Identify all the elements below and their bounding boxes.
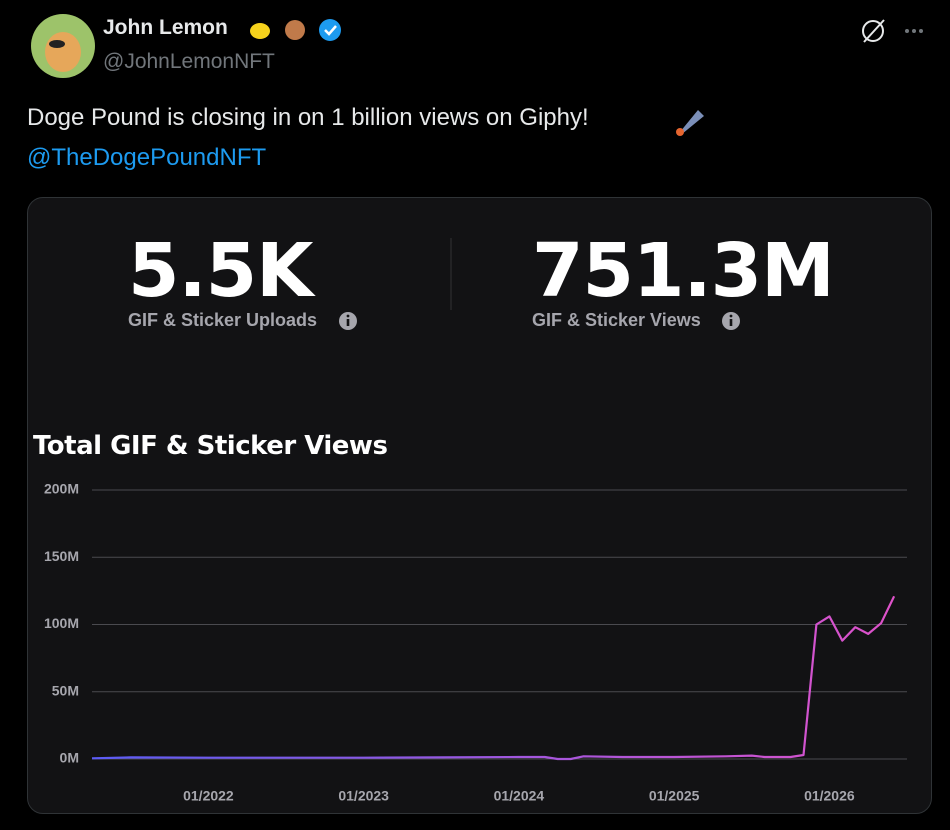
verified-badge xyxy=(319,19,341,41)
info-icon[interactable] xyxy=(339,312,357,330)
y-tick-label: 200M xyxy=(44,481,79,497)
icons xyxy=(31,14,923,136)
rocket-emoji xyxy=(680,110,704,134)
y-tick-label: 50M xyxy=(52,682,79,698)
info-icon[interactable] xyxy=(722,312,740,330)
stat-label: GIF & Sticker Uploads xyxy=(128,310,318,330)
x-tick-label: 01/2025 xyxy=(649,788,700,804)
tweet-text: Doge Pound is closing in on 1 billion vi… xyxy=(27,104,589,131)
grok-slash xyxy=(863,19,885,43)
y-tick-label: 0M xyxy=(60,750,79,766)
dog-emoji xyxy=(285,20,305,40)
stat-value: 751.3M xyxy=(532,228,835,314)
author-name[interactable]: John Lemon xyxy=(103,16,228,39)
lemon-emoji xyxy=(250,23,270,39)
grok-icon[interactable] xyxy=(862,20,884,42)
mention[interactable]: @TheDogePoundNFT xyxy=(27,144,267,171)
more-icon[interactable] xyxy=(905,29,923,33)
card[interactable] xyxy=(27,197,932,814)
x-tick-label: 01/2022 xyxy=(183,788,234,804)
stat-value: 5.5K xyxy=(128,228,313,314)
avatar-glasses xyxy=(49,40,65,48)
y-tick-label: 150M xyxy=(44,548,79,564)
rocket-flame xyxy=(676,128,684,136)
x-tick-label: 01/2026 xyxy=(804,788,855,804)
x-tick-label: 01/2023 xyxy=(338,788,389,804)
verified-check xyxy=(324,25,337,36)
chart-title: Total GIF & Sticker Views xyxy=(33,431,388,461)
stat-label: GIF & Sticker Views xyxy=(532,310,701,330)
x-tick-label: 01/2024 xyxy=(494,788,545,804)
y-tick-label: 100M xyxy=(44,615,79,631)
author-handle[interactable]: @JohnLemonNFT xyxy=(103,50,275,73)
line xyxy=(91,595,896,761)
